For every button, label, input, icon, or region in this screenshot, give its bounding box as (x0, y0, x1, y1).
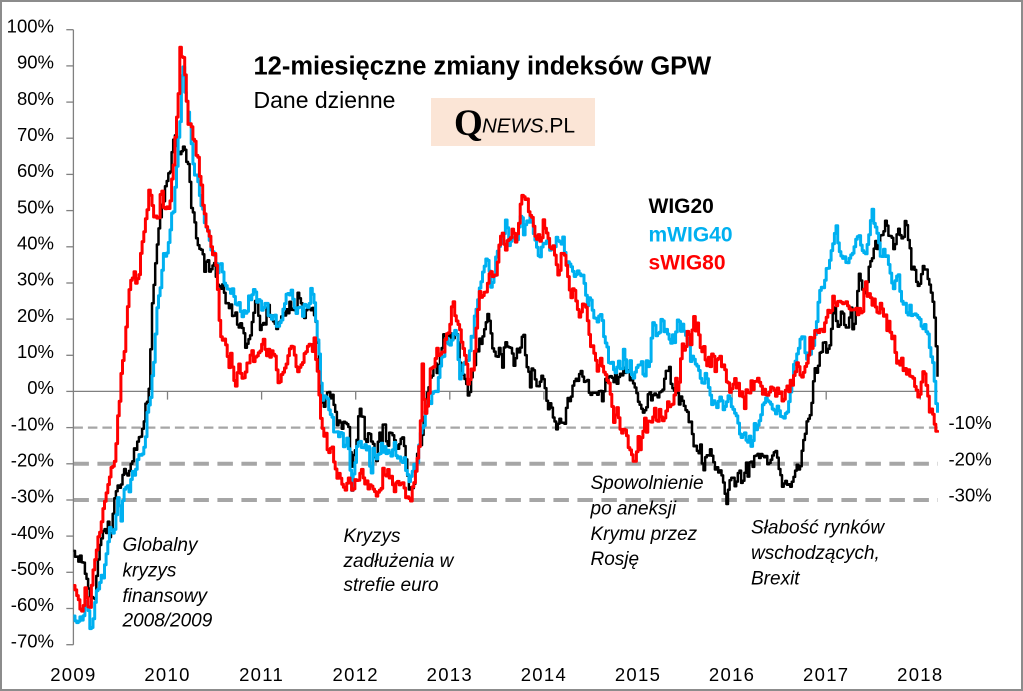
svg-text:.PL: .PL (544, 114, 576, 137)
svg-text:-10%: -10% (949, 412, 992, 433)
svg-text:90%: 90% (17, 52, 54, 73)
svg-text:-20%: -20% (949, 448, 992, 469)
svg-text:2016: 2016 (709, 664, 755, 685)
svg-text:wschodzących,: wschodzących, (751, 543, 880, 564)
svg-text:0%: 0% (27, 377, 54, 398)
svg-text:30%: 30% (17, 269, 54, 290)
svg-text:-10%: -10% (11, 413, 54, 434)
svg-text:50%: 50% (17, 196, 54, 217)
svg-text:12-miesięczne zmiany indeksów: 12-miesięczne zmiany indeksów GPW (254, 53, 713, 81)
svg-text:Dane dzienne: Dane dzienne (254, 87, 396, 113)
svg-text:10%: 10% (17, 341, 54, 362)
svg-text:-20%: -20% (11, 450, 54, 471)
svg-text:-60%: -60% (11, 594, 54, 615)
svg-text:Kryzys: Kryzys (344, 526, 402, 547)
svg-text:2011: 2011 (239, 664, 284, 685)
svg-text:20%: 20% (17, 305, 54, 326)
svg-text:2014: 2014 (521, 664, 567, 685)
svg-text:Q: Q (454, 103, 483, 144)
svg-text:mWIG40: mWIG40 (649, 223, 733, 246)
svg-text:Krymu przez: Krymu przez (591, 524, 698, 545)
svg-text:2013: 2013 (427, 664, 473, 685)
svg-text:2018: 2018 (897, 664, 943, 685)
svg-text:-30%: -30% (11, 486, 54, 507)
svg-text:Brexit: Brexit (751, 568, 800, 589)
svg-text:2010: 2010 (144, 664, 190, 685)
svg-text:kryzys: kryzys (123, 561, 177, 582)
svg-text:WIG20: WIG20 (649, 195, 714, 218)
svg-text:40%: 40% (17, 233, 54, 254)
svg-text:-50%: -50% (11, 558, 54, 579)
svg-text:po aneksji: po aneksji (590, 498, 677, 519)
svg-text:70%: 70% (17, 124, 54, 145)
svg-text:-30%: -30% (949, 485, 992, 506)
svg-text:sWIG80: sWIG80 (649, 251, 726, 274)
svg-text:2017: 2017 (803, 664, 849, 685)
svg-text:-40%: -40% (11, 522, 54, 543)
svg-text:Słabość rynków: Słabość rynków (751, 518, 885, 539)
svg-text:100%: 100% (7, 15, 54, 36)
svg-text:2015: 2015 (615, 664, 661, 685)
svg-text:NEWS: NEWS (482, 114, 544, 137)
svg-text:Globalny: Globalny (123, 535, 199, 556)
svg-text:Spowolnienie: Spowolnienie (591, 473, 704, 494)
svg-text:60%: 60% (17, 160, 54, 181)
svg-text:2012: 2012 (333, 664, 379, 685)
svg-text:strefie euro: strefie euro (344, 575, 439, 596)
svg-text:finansowy: finansowy (123, 586, 209, 607)
svg-text:Rosję: Rosję (591, 549, 640, 570)
svg-text:2009: 2009 (50, 664, 96, 685)
svg-text:-70%: -70% (11, 630, 54, 651)
svg-text:80%: 80% (17, 88, 54, 109)
svg-text:zadłużenia w: zadłużenia w (343, 551, 455, 572)
svg-text:2008/2009: 2008/2009 (122, 611, 213, 632)
